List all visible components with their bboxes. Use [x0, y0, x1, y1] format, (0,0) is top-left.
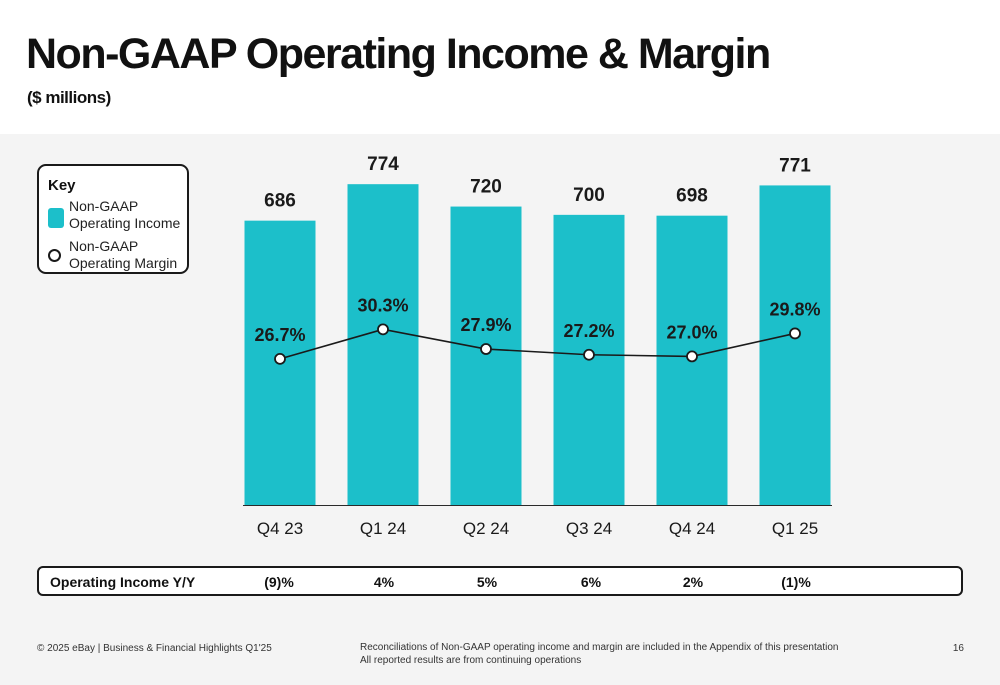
x-tick-label: Q1 24	[360, 519, 406, 538]
x-tick-label: Q2 24	[463, 519, 509, 538]
margin-value-label: 27.0%	[666, 322, 717, 342]
yoy-value: 2%	[682, 574, 704, 590]
footer-copyright: © 2025 eBay | Business & Financial Highl…	[37, 643, 272, 654]
yoy-label: Operating Income Y/Y	[50, 574, 196, 590]
legend-income-label: Non-GAAP Operating Income	[69, 198, 181, 231]
header: Non-GAAP Operating Income & Margin ($ mi…	[0, 0, 1000, 134]
page-number: 16	[952, 643, 964, 654]
footer-note-line-1: Reconciliations of Non-GAAP operating in…	[360, 642, 839, 653]
bar-value-label: 700	[573, 185, 605, 206]
page-title: Non-GAAP Operating Income & Margin	[26, 30, 771, 78]
legend-income-swatch	[48, 208, 64, 228]
margin-value-label: 30.3%	[357, 295, 408, 315]
chart-legend: Key Non-GAAP Operating Income Non-GAAP O…	[37, 164, 189, 274]
yoy-value: 6%	[580, 574, 602, 590]
page-subtitle: ($ millions)	[27, 88, 111, 107]
yoy-value: (1)%	[781, 574, 811, 590]
margin-value-label: 27.2%	[563, 321, 614, 341]
bar-value-label: 686	[264, 191, 296, 212]
margin-line	[279, 328, 796, 360]
margin-point	[377, 323, 389, 336]
bar	[759, 185, 831, 505]
margin-value-label: 29.8%	[769, 299, 820, 319]
bar-value-label: 720	[470, 177, 502, 198]
bar	[347, 184, 419, 505]
margin-point	[789, 327, 801, 340]
yoy-row: Operating Income Y/Y (9)% 4% 5% 6% 2% (1…	[37, 566, 963, 596]
legend-margin-marker	[48, 249, 61, 262]
yoy-value: (9)%	[264, 574, 294, 590]
footer-note: Reconciliations of Non-GAAP operating in…	[360, 641, 838, 667]
margin-point	[274, 352, 286, 365]
yoy-value: 4%	[373, 574, 395, 590]
legend-margin-label: Non-GAAP Operating Margin	[69, 238, 178, 271]
margin-value-label: 26.7%	[254, 325, 305, 345]
margin-value-label: 27.9%	[460, 315, 511, 335]
legend-title: Key	[48, 177, 76, 194]
margin-point	[583, 348, 595, 361]
bar-value-label: 774	[367, 154, 399, 175]
x-tick-label: Q4 24	[669, 519, 715, 538]
margin-point	[686, 350, 698, 363]
margin-point	[480, 343, 492, 355]
x-tick-label: Q4 23	[257, 519, 303, 538]
x-tick-label: Q3 24	[566, 519, 612, 538]
footer-note-line-2: All reported results are from continuing…	[360, 655, 582, 666]
x-tick-label: Q1 25	[772, 519, 818, 538]
yoy-value: 5%	[476, 574, 498, 590]
bar	[450, 206, 522, 505]
bar-value-label: 771	[779, 155, 811, 176]
bar-value-label: 698	[676, 186, 708, 207]
